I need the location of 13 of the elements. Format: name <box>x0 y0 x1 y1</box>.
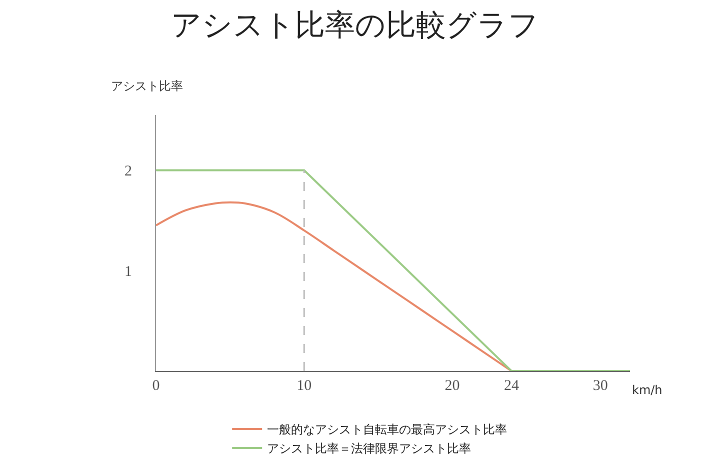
y-axis-title: アシスト比率 <box>111 79 183 93</box>
legend-label: アシスト比率＝法律限界アシスト比率 <box>267 442 472 456</box>
x-tick-label: 10 <box>296 378 312 394</box>
line-series <box>156 201 512 371</box>
x-tick-label: 20 <box>444 378 460 394</box>
y-tick-label: 1 <box>124 264 132 280</box>
x-axis-title: km/h <box>632 383 662 397</box>
legend-label: 一般的なアシスト自転車の最高アシスト比率 <box>267 422 508 437</box>
chart-title: アシスト比率の比較グラフ <box>171 8 539 44</box>
y-tick-label: 2 <box>124 163 132 180</box>
x-tick-label: 0 <box>152 378 160 394</box>
x-tick-label: 24 <box>504 378 520 394</box>
x-tick-label: 30 <box>592 378 608 394</box>
